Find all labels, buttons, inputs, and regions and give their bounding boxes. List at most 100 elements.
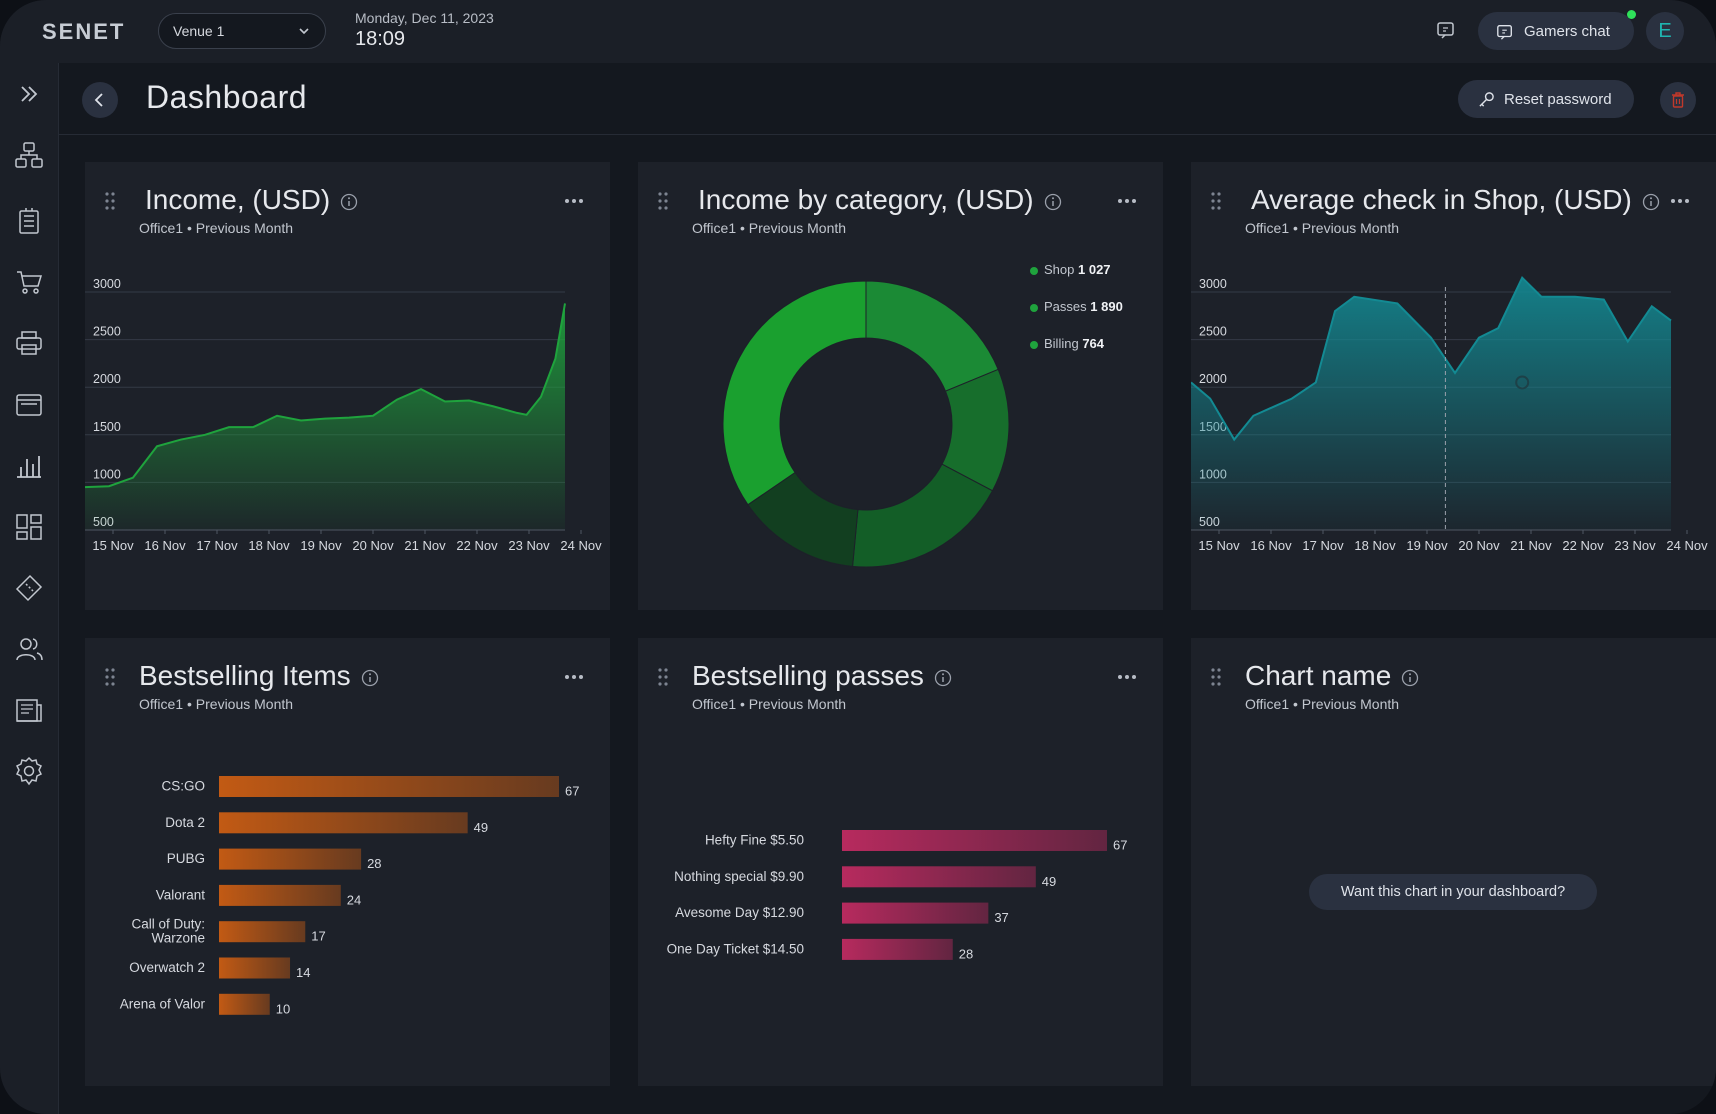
back-button[interactable] <box>82 82 118 118</box>
bar <box>842 866 1036 888</box>
drag-handle-icon[interactable] <box>105 668 115 686</box>
category-label-line: Overwatch 2 <box>129 960 205 975</box>
window-icon[interactable] <box>14 390 44 420</box>
x-tick-label: 21 Nov <box>404 538 446 553</box>
printer-icon[interactable] <box>14 328 44 358</box>
card-subtitle: Office1 • Previous Month <box>1245 696 1400 712</box>
info-icon[interactable] <box>934 669 952 687</box>
card-subtitle: Office1 • Previous Month <box>692 220 847 236</box>
user-avatar[interactable]: E <box>1646 12 1684 50</box>
reset-password-label: Reset password <box>1504 91 1612 108</box>
legend-value: 1 890 <box>1090 299 1123 314</box>
card-subtitle: Office1 • Previous Month <box>1245 220 1400 236</box>
more-options-icon[interactable] <box>1117 674 1137 680</box>
more-options-icon[interactable] <box>564 198 584 204</box>
category-label: Dota 2 <box>165 815 205 830</box>
card-title: Average check in Shop, (USD) <box>1251 184 1660 216</box>
users-icon[interactable] <box>14 634 44 664</box>
drag-handle-icon[interactable] <box>1211 192 1221 210</box>
category-label: Call of Duty: Warzone <box>131 917 205 946</box>
data-label: 49 <box>474 820 488 835</box>
info-icon[interactable] <box>361 669 379 687</box>
drag-handle-icon[interactable] <box>105 192 115 210</box>
y-tick-label: 1500 <box>93 420 121 434</box>
data-label: 49 <box>1042 874 1056 889</box>
legend-item[interactable]: Shop 1 027 <box>1030 262 1123 299</box>
category-label: Arena of Valor <box>120 996 206 1011</box>
chart-legend: Shop 1 027 Passes 1 890 Billing 764 <box>1030 262 1123 373</box>
info-icon[interactable] <box>340 193 358 211</box>
sidebar <box>0 63 59 1114</box>
page-title: Dashboard <box>146 79 308 115</box>
legend-item[interactable]: Billing 764 <box>1030 336 1123 373</box>
data-label: 37 <box>994 910 1008 925</box>
news-icon[interactable] <box>14 695 44 725</box>
x-tick-label: 16 Nov <box>144 538 186 553</box>
legend-label: Billing <box>1044 336 1079 351</box>
data-label: 24 <box>347 892 361 907</box>
add-chart-button[interactable]: Want this chart in your dashboard? <box>1309 874 1597 910</box>
y-tick-label: 2000 <box>1199 372 1227 386</box>
x-tick-label: 24 Nov <box>560 538 602 553</box>
data-label: 67 <box>565 784 579 799</box>
y-tick-label: 1000 <box>93 467 121 481</box>
info-icon[interactable] <box>1401 669 1419 687</box>
card-title: Income by category, (USD) <box>698 184 1062 216</box>
venue-select[interactable]: Venue 1 <box>158 13 326 49</box>
y-tick-label: 2000 <box>93 372 121 386</box>
data-label: 67 <box>1113 838 1127 853</box>
widgets-icon[interactable] <box>14 512 44 542</box>
drag-handle-icon[interactable] <box>658 192 668 210</box>
bar <box>842 938 953 960</box>
info-icon[interactable] <box>1642 193 1660 211</box>
more-options-icon[interactable] <box>1117 198 1137 204</box>
category-label-line: Nothing special $9.90 <box>674 869 804 884</box>
delete-button[interactable] <box>1660 82 1696 118</box>
drag-handle-icon[interactable] <box>658 668 668 686</box>
category-label: Avesome Day $12.90 <box>675 905 804 920</box>
chevron-down-icon <box>299 28 309 35</box>
drag-handle-icon[interactable] <box>1211 668 1221 686</box>
key-icon <box>1479 92 1494 107</box>
gamers-chat-label: Gamers chat <box>1524 23 1610 40</box>
x-tick-label: 23 Nov <box>508 538 550 553</box>
x-tick-label: 20 Nov <box>352 538 394 553</box>
card-title: Bestselling passes <box>692 660 952 692</box>
category-label: PUBG <box>167 851 205 866</box>
income-by-category-chart <box>722 280 1010 568</box>
venue-select-value: Venue 1 <box>173 23 225 39</box>
more-options-icon[interactable] <box>1670 198 1690 204</box>
building-icon[interactable] <box>14 206 44 236</box>
more-options-icon[interactable] <box>564 674 584 680</box>
ticket-icon[interactable] <box>14 573 44 603</box>
bar <box>219 812 468 834</box>
category-label-line: Valorant <box>156 887 206 902</box>
bar-chart-icon[interactable] <box>14 451 44 481</box>
network-icon[interactable] <box>14 140 44 170</box>
settings-icon[interactable] <box>14 756 44 786</box>
y-tick-label: 3000 <box>1199 277 1227 291</box>
chat-icon[interactable] <box>1436 20 1456 40</box>
x-tick-label: 20 Nov <box>1458 538 1500 553</box>
expand-icon[interactable] <box>14 79 44 109</box>
legend-item[interactable]: Passes 1 890 <box>1030 299 1123 336</box>
cart-icon[interactable] <box>14 267 44 297</box>
category-label-line: CS:GO <box>161 779 205 794</box>
top-bar: SENET Venue 1 Monday, Dec 11, 2023 18:09… <box>0 0 1716 63</box>
gamers-chat-button[interactable]: Gamers chat <box>1478 12 1634 50</box>
data-label: 14 <box>296 965 310 980</box>
x-tick-label: 15 Nov <box>1198 538 1240 553</box>
x-tick-label: 16 Nov <box>1250 538 1292 553</box>
reset-password-button[interactable]: Reset password <box>1458 80 1634 118</box>
info-icon[interactable] <box>1044 193 1062 211</box>
pie-slice <box>722 280 867 506</box>
category-label: Hefty Fine $5.50 <box>705 833 804 848</box>
pie-slice <box>865 280 999 392</box>
income-by-category-card: Income by category, (USD) Office1 • Prev… <box>638 162 1163 610</box>
x-tick-label: 24 Nov <box>1666 538 1708 553</box>
